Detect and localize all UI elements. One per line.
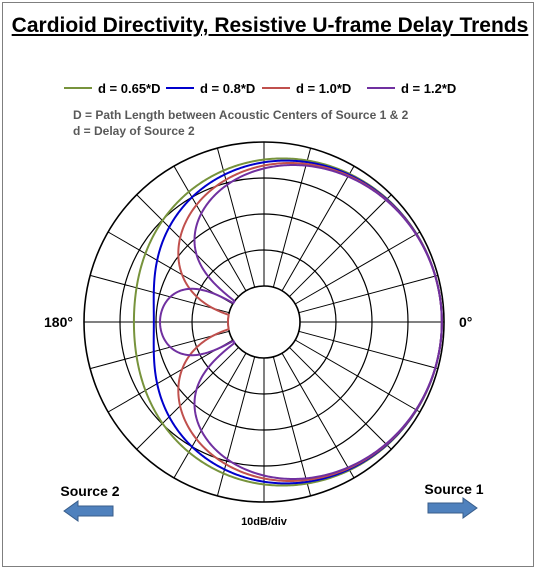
polar-curves — [132, 157, 443, 487]
angle-label-180: 180° — [44, 314, 73, 330]
grid-ring — [119, 177, 409, 467]
grid-ring — [155, 213, 373, 431]
note-delay: d = Delay of Source 2 — [73, 124, 195, 138]
legend-label-3: d = 1.0*D — [296, 81, 351, 96]
source-2-arrow-icon — [63, 500, 114, 522]
angle-label-0: 0° — [459, 314, 472, 330]
polar-grid — [83, 141, 445, 503]
grid-ring — [191, 249, 337, 395]
series-4-curve — [159, 164, 443, 480]
legend: d = 0.65*D d = 0.8*D d = 1.0*D d = 1.2*D — [64, 81, 456, 96]
series-2-curve — [152, 159, 443, 485]
legend-label-2: d = 0.8*D — [200, 81, 255, 96]
source-2-label: Source 2 — [60, 483, 119, 499]
note-path-length: D = Path Length between Acoustic Centers… — [73, 108, 409, 122]
source-1-label: Source 1 — [424, 481, 483, 497]
chart-frame — [2, 2, 534, 567]
legend-label-4: d = 1.2*D — [401, 81, 456, 96]
chart-title: Cardioid Directivity, Resistive U-frame … — [11, 14, 529, 37]
grid-ring — [227, 285, 301, 359]
radial-unit-label: 10dB/div — [241, 516, 288, 528]
source-1-arrow-icon — [427, 497, 478, 519]
legend-label-1: d = 0.65*D — [98, 81, 161, 96]
grid-ring — [83, 141, 445, 503]
